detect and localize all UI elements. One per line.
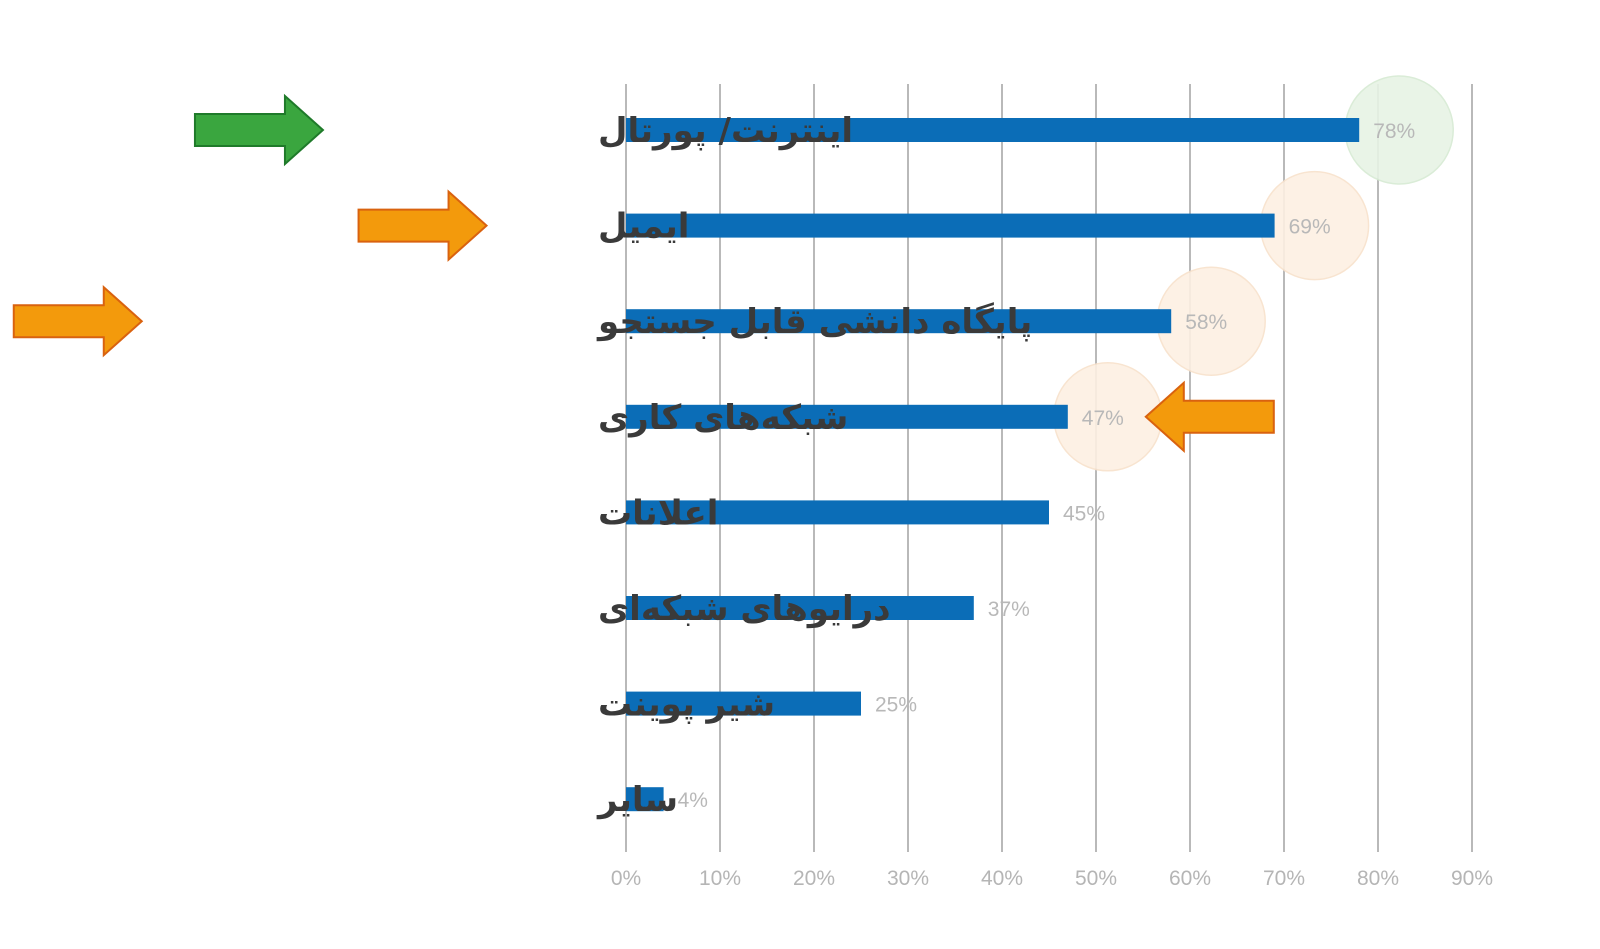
right-arrow-icon <box>193 93 325 167</box>
data-label: 45% <box>1063 502 1105 525</box>
category-label: درایوهای شبکه‌ای <box>598 589 891 629</box>
bar <box>626 118 1360 142</box>
bars <box>626 118 1360 812</box>
x-tick-label: 60% <box>1169 867 1211 890</box>
bar <box>626 596 974 620</box>
data-labels: 78% 69% 58% 47% 45% 37% 25% 4% <box>678 120 1416 812</box>
x-tick-label: 40% <box>981 867 1023 890</box>
data-label: 37% <box>988 598 1030 621</box>
bar <box>626 309 1172 334</box>
left-arrow-icon <box>1144 380 1275 454</box>
data-label: 25% <box>875 694 917 717</box>
category-label: شبکه‌های کاری <box>598 398 848 438</box>
bar <box>626 691 861 716</box>
annotation-arrows <box>12 93 1275 454</box>
x-tick-label: 70% <box>1263 867 1305 890</box>
bar <box>626 500 1049 525</box>
x-tick-label: 20% <box>793 867 835 890</box>
category-label: اعلانات <box>598 493 718 533</box>
data-label: 78% <box>1373 120 1415 143</box>
x-tick-label: 30% <box>887 867 929 890</box>
right-arrow-icon <box>12 284 144 358</box>
category-label: پایگاه دانشی قابل جستجو <box>596 302 1032 342</box>
category-label: شیر پوینت <box>598 685 775 725</box>
data-label: 47% <box>1082 407 1124 430</box>
x-tick-label: 80% <box>1357 867 1399 890</box>
category-label: اینترنت/ پورتال <box>598 111 853 151</box>
category-label: ایمیل <box>598 207 689 247</box>
bar <box>626 213 1275 238</box>
right-arrow-icon <box>357 189 489 262</box>
category-label: سایر <box>596 780 678 820</box>
highlight-circles <box>1053 75 1454 472</box>
data-label: 69% <box>1289 216 1331 239</box>
category-labels: اینترنت/ پورتال ایمیل پایگاه دانشی قابل جس… <box>596 111 1032 820</box>
x-tick-label: 50% <box>1075 867 1117 890</box>
x-tick-label: 10% <box>699 867 741 890</box>
data-label: 4% <box>678 789 708 812</box>
x-tick-label: 90% <box>1451 867 1493 890</box>
x-axis-tick-labels: 0% 10% 20% 30% 40% 50% 60% 70% 80% 90% <box>611 867 1493 890</box>
bar <box>626 404 1068 429</box>
x-tick-label: 0% <box>611 867 641 890</box>
data-label: 58% <box>1185 311 1227 334</box>
bar <box>626 787 664 812</box>
